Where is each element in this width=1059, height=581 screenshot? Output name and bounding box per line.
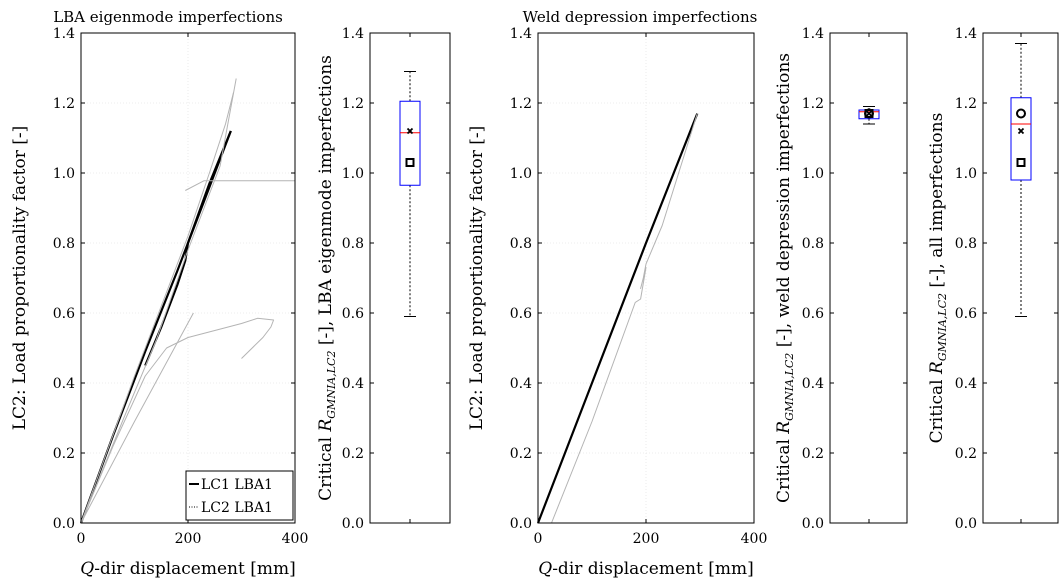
boxplot [399,71,421,317]
series-line-2 [80,92,234,524]
boxplot [858,106,880,125]
ticks: 0.0 0.2 0.4 0.6 0.8 1.0 1.2 1.4 0 200 400 [53,26,309,547]
y-tick-label: 0.2 [342,446,364,462]
y-tick-label: 1.4 [342,26,364,42]
y-tick-label: 0.2 [510,446,532,462]
y-axis-label: Critical RGMNIA,LC2 [-], all imperfectio… [927,113,949,444]
y-tick-label: 0.4 [342,376,364,392]
y-tick-label: 1.4 [802,26,824,42]
y-tick-label: 0.8 [53,236,75,252]
y-tick-label: 0.8 [510,236,532,252]
y-tick-label: 1.2 [802,96,824,112]
x-axis-label: Q-dir displacement [mm] [538,559,753,579]
y-tick-label: 1.2 [510,96,532,112]
x-tick-label: 400 [741,531,768,547]
series-line-0 [536,113,699,524]
y-tick-label: 1.4 [53,26,75,42]
y-axis-label: Critical RGMNIA,LC2 [-], weld depression… [774,53,796,503]
box-iqr [399,100,421,186]
y-tick-label: 0.2 [802,446,824,462]
marker-circle [1016,108,1026,119]
y-tick-label: 0.8 [342,236,364,252]
legend: LC1 LBA1 LC2 LBA1 [185,470,294,521]
y-tick-label: 1.0 [510,166,532,182]
ticks: 0.0 0.2 0.4 0.6 0.8 1.0 1.2 1.4 [342,26,450,532]
panel-title: LBA eigenmode imperfections [53,8,283,26]
y-tick-label: 1.2 [342,96,364,112]
series-line-5 [80,312,194,524]
y-tick-label: 0.0 [955,516,977,532]
y-tick-label: 0.6 [510,306,532,322]
marker-square [405,158,415,167]
y-tick-label: 0.6 [342,306,364,322]
y-tick-label: 1.2 [53,96,75,112]
y-tick-label: 0.4 [53,376,75,392]
y-tick-label: 0.6 [802,306,824,322]
y-tick-label: 0.0 [342,516,364,532]
marker-mean-cross [406,127,414,135]
boxplot [1010,43,1032,317]
series-line-3 [80,78,237,524]
marker-mean-cross [865,110,873,117]
box-iqr [1010,97,1032,181]
grid [537,32,755,524]
panel-lba-boxplot: 0.0 0.2 0.4 0.6 0.8 1.0 1.2 1.4 Critical RGMNIA… [316,26,451,532]
x-tick-label: 400 [282,531,309,547]
y-tick-label: 0.2 [53,446,75,462]
legend-label-lc2: LC2 LBA1 [201,500,273,516]
panel-all-boxplot: 0.0 0.2 0.4 0.6 0.8 1.0 1.2 1.4 Critical RGMNIA… [927,26,1059,532]
y-tick-label: 0.4 [802,376,824,392]
plot-area [79,78,295,524]
legend-label-lc1: LC1 LBA1 [201,477,273,493]
axes-frame [537,32,755,524]
y-tick-label: 1.4 [510,26,532,42]
y-tick-label: 0.0 [802,516,824,532]
grid [80,32,296,524]
x-tick-label: 200 [633,531,660,547]
x-axis-label: Q-dir displacement [mm] [80,559,295,579]
ticks: 0.0 0.2 0.4 0.6 0.8 1.0 1.2 1.4 0 200 400 [510,26,768,547]
y-axis-label: Critical RGMNIA,LC2 [-], LBA eigenmode i… [316,55,338,501]
panel-lba-displacement: LBA eigenmode imperfections 0.0 0.2 0.4 0.6… [10,8,308,579]
y-tick-label: 0.4 [955,376,977,392]
y-tick-label: 0.2 [955,446,977,462]
y-tick-label: 1.4 [955,26,977,42]
x-tick-label: 0 [534,531,543,547]
marker-square [1016,158,1026,167]
y-axis-label: LC2: Load proportionality factor [-] [467,126,487,431]
y-tick-label: 1.0 [955,166,977,182]
y-tick-label: 1.2 [955,96,977,112]
x-tick-label: 0 [77,531,86,547]
series-line-0 [79,130,232,524]
series-line-2 [551,113,698,524]
y-tick-label: 0.4 [510,376,532,392]
y-tick-label: 1.0 [802,166,824,182]
y-tick-label: 1.0 [53,166,75,182]
y-tick-label: 0.8 [955,236,977,252]
y-tick-label: 1.0 [342,166,364,182]
marker-circle [864,108,874,119]
y-tick-label: 0.6 [955,306,977,322]
y-tick-label: 0.0 [53,516,75,532]
panel-weld-boxplot: 0.0 0.2 0.4 0.6 0.8 1.0 1.2 1.4 Critical RGMNIA… [774,26,908,532]
plot-area [536,110,699,524]
marker-mean-cross [1017,127,1025,135]
series-line-4 [80,317,275,524]
x-tick-label: 200 [175,531,202,547]
panel-weld-displacement: Weld depression imperfections 0.00.20.40… [467,8,767,579]
legend-box [185,470,294,521]
y-tick-label: 0.6 [53,306,75,322]
series-line-6 [185,180,295,191]
axes-frame [80,32,296,524]
y-axis-label: LC2: Load proportionality factor [-] [10,126,30,431]
ticks: 0.0 0.2 0.4 0.6 0.8 1.0 1.2 1.4 [802,26,907,532]
panel-title: Weld depression imperfections [523,8,758,26]
ticks: 0.0 0.2 0.4 0.6 0.8 1.0 1.2 1.4 [955,26,1058,532]
y-tick-label: 0.8 [802,236,824,252]
y-tick-label: 0.0 [510,516,532,532]
